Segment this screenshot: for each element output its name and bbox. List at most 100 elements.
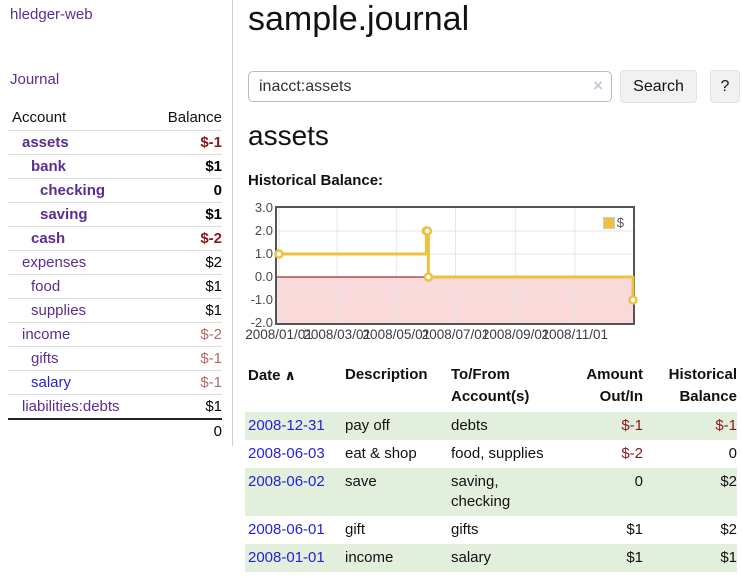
search-input[interactable] — [248, 71, 612, 102]
transaction-row: 2008-01-01 income salary $1 $1 — [245, 544, 737, 572]
accounts-total-row: 0 — [8, 418, 222, 443]
account-link[interactable]: expenses — [22, 254, 87, 271]
account-link[interactable]: liabilities:debts — [22, 398, 120, 415]
transaction-amount: 0 — [634, 473, 643, 490]
transaction-date-link[interactable]: 2008-12-31 — [248, 417, 325, 434]
register-header-accounts: To/From Account(s) — [451, 366, 530, 405]
x-axis-tick-label: 2008/01/01 — [245, 327, 313, 342]
account-row: gifts $-1 — [8, 346, 222, 371]
transaction-balance: $1 — [720, 549, 737, 566]
account-link[interactable]: saving — [40, 206, 88, 223]
x-axis-tick-label: 2008/09/01 — [481, 327, 550, 342]
account-row: cash $-2 — [8, 226, 222, 251]
transaction-row: 2008-06-02 save saving, checking 0 $2 — [245, 468, 737, 516]
account-row: assets $-1 — [8, 130, 222, 155]
transaction-date-link[interactable]: 2008-06-02 — [248, 473, 325, 490]
account-balance: $1 — [148, 298, 222, 323]
account-link[interactable]: food — [31, 278, 61, 295]
y-axis-tick-label: 2.0 — [254, 223, 273, 238]
x-axis-tick-label: 2008/07/01 — [421, 327, 490, 342]
account-row: supplies $1 — [8, 298, 222, 323]
transaction-description: save — [345, 473, 377, 490]
transaction-balance: $2 — [720, 521, 737, 538]
transaction-row: 2008-06-01 gift gifts $1 $2 — [245, 516, 737, 544]
account-row: checking 0 — [8, 178, 222, 203]
transaction-amount: $1 — [626, 549, 643, 566]
account-link[interactable]: supplies — [31, 302, 87, 319]
account-link[interactable]: income — [22, 326, 71, 343]
y-axis-tick-label: 3.0 — [254, 200, 273, 215]
register-header-balance: Historical Balance — [668, 366, 737, 405]
register-header-description: Description — [345, 366, 428, 383]
search-button[interactable]: Search — [620, 70, 697, 103]
account-row: income $-2 — [8, 322, 222, 347]
legend-swatch-icon — [602, 216, 615, 229]
register-table: Date ∧ Description To/From Account(s) Amo… — [245, 362, 737, 572]
transaction-date-link[interactable]: 2008-06-01 — [248, 521, 325, 538]
data-point-marker — [274, 249, 284, 259]
account-balance: $-2 — [148, 322, 222, 347]
account-link[interactable]: gifts — [31, 350, 59, 367]
account-balance: $1 — [148, 202, 222, 227]
register-header-date[interactable]: Date ∧ — [248, 367, 296, 384]
accounts-table-header-balance: Balance — [167, 109, 222, 126]
chart-legend: $ — [602, 215, 624, 230]
account-row: salary $-1 — [8, 370, 222, 395]
transaction-date-link[interactable]: 2008-06-03 — [248, 445, 325, 462]
transaction-description: eat & shop — [345, 445, 417, 462]
account-link[interactable]: cash — [31, 230, 66, 247]
transaction-description: pay off — [345, 417, 390, 434]
account-link[interactable]: assets — [22, 134, 69, 151]
accounts-table-header-account: Account — [12, 109, 67, 126]
transaction-row: 2008-06-03 eat & shop food, supplies $-2 0 — [245, 440, 737, 468]
account-link[interactable]: checking — [40, 182, 106, 199]
account-balance: $1 — [148, 154, 222, 179]
transaction-accounts: salary — [451, 549, 492, 566]
transaction-accounts: saving, checking — [451, 473, 511, 510]
legend-label: $ — [616, 215, 624, 230]
account-balance: $-1 — [148, 370, 222, 395]
data-point-marker — [628, 295, 638, 305]
chart-plot-area: $ — [274, 206, 638, 325]
accounts-total-value: 0 — [148, 418, 222, 443]
search-form: × Search ? — [248, 70, 742, 103]
account-balance: 0 — [148, 178, 222, 203]
account-row: bank $1 — [8, 154, 222, 179]
transaction-amount: $1 — [626, 521, 643, 538]
y-axis-tick-label: 0.0 — [254, 269, 273, 284]
sidebar: hledger-web Journal Account Balance asse… — [0, 0, 233, 446]
x-axis-tick-label: 2008/05/01 — [362, 327, 431, 342]
y-axis-tick-label: -2.0 — [250, 315, 273, 330]
account-balance: $-1 — [148, 130, 222, 155]
help-button[interactable]: ? — [710, 70, 740, 103]
sidebar-item-journal[interactable]: Journal — [10, 71, 60, 88]
y-axis-tick-label: -1.0 — [250, 292, 273, 307]
data-point-marker — [422, 226, 433, 236]
transaction-amount: $-1 — [621, 417, 643, 434]
transaction-date-link[interactable]: 2008-01-01 — [248, 549, 325, 566]
account-link[interactable]: bank — [31, 158, 67, 175]
data-point-marker — [423, 272, 434, 282]
account-link[interactable]: salary — [31, 374, 72, 391]
page-title: sample.journal — [248, 0, 470, 38]
account-balance: $1 — [148, 394, 222, 419]
x-axis-tick-label: 2008/11/01 — [541, 327, 609, 342]
account-heading: assets — [248, 120, 329, 151]
account-row: expenses $2 — [8, 250, 222, 275]
sort-asc-icon: ∧ — [284, 367, 296, 383]
chart-heading: Historical Balance: — [248, 172, 384, 189]
clear-search-icon[interactable]: × — [593, 76, 603, 95]
account-row: food $1 — [8, 274, 222, 299]
account-balance: $-1 — [148, 346, 222, 371]
account-row: saving $1 — [8, 202, 222, 227]
historical-balance-chart: $ 3.0 2.0 1.0 0.0 -1.0 -2.0 2008/01/01 2008/03/… — [245, 200, 742, 348]
transaction-balance: $2 — [720, 473, 737, 490]
transaction-amount: $-2 — [621, 445, 643, 462]
register-header-amount: Amount Out/In — [586, 366, 643, 405]
account-balance: $1 — [148, 274, 222, 299]
app-title-link[interactable]: hledger-web — [10, 6, 93, 23]
accounts-table: Account Balance assets $-1 bank $1 checking 0… — [8, 106, 222, 443]
y-axis-tick-label: 1.0 — [254, 246, 273, 261]
transaction-accounts: food, supplies — [451, 445, 544, 462]
account-balance: $2 — [148, 250, 222, 275]
